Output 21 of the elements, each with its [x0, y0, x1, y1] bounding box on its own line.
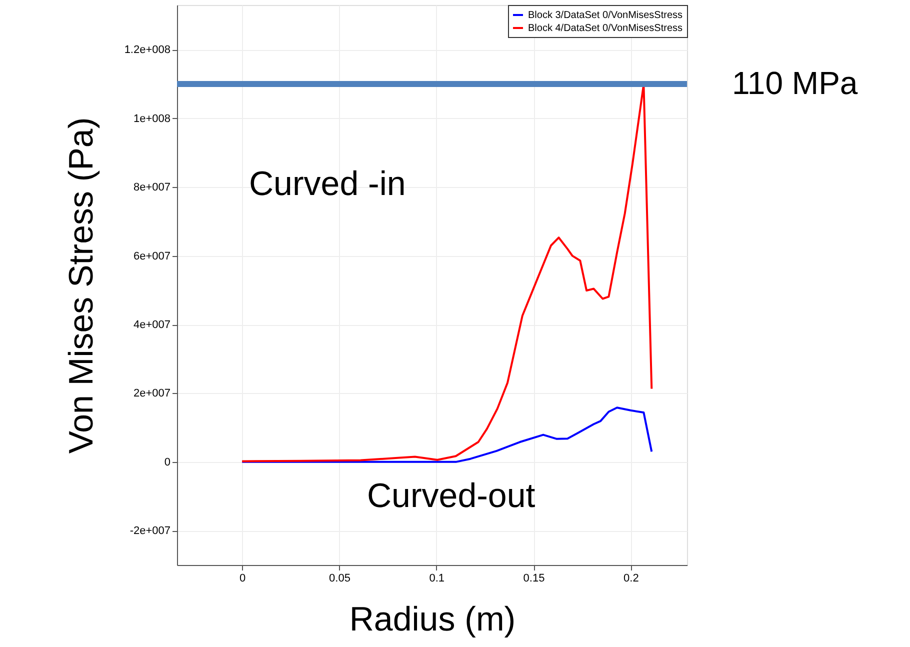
y-tick-label: -2e+007	[130, 525, 170, 538]
annotation: Curved -in	[249, 165, 406, 203]
x-axis-title: Radius (m)	[349, 600, 516, 638]
y-tick-label: 2e+007	[133, 388, 170, 400]
legend-label: Block 3/DataSet 0/VonMisesStress	[528, 10, 683, 21]
x-tick-label: 0	[240, 572, 246, 584]
annotation: Curved-out	[367, 477, 536, 515]
y-tick-label: 8e+007	[133, 182, 170, 194]
line-series	[241, 406, 653, 463]
y-axis-title: Von Mises Stress (Pa)	[62, 117, 100, 454]
y-tick-label: 4e+007	[133, 319, 170, 332]
x-tick-label: 0.15	[523, 572, 545, 584]
y-tick-label: 1e+008	[133, 112, 170, 125]
ref-line-label: 110 MPa	[732, 65, 858, 102]
y-tick-label: 1.2e+008	[124, 44, 170, 56]
x-tick-label: 0.2	[624, 572, 639, 584]
legend-label: Block 4/DataSet 0/VonMisesStress	[528, 23, 683, 34]
y-tick-label: 0	[164, 456, 170, 468]
x-tick-label: 0.05	[329, 572, 350, 584]
y-tick-label: 6e+007	[133, 250, 170, 262]
x-tick-label: 0.1	[429, 572, 445, 584]
